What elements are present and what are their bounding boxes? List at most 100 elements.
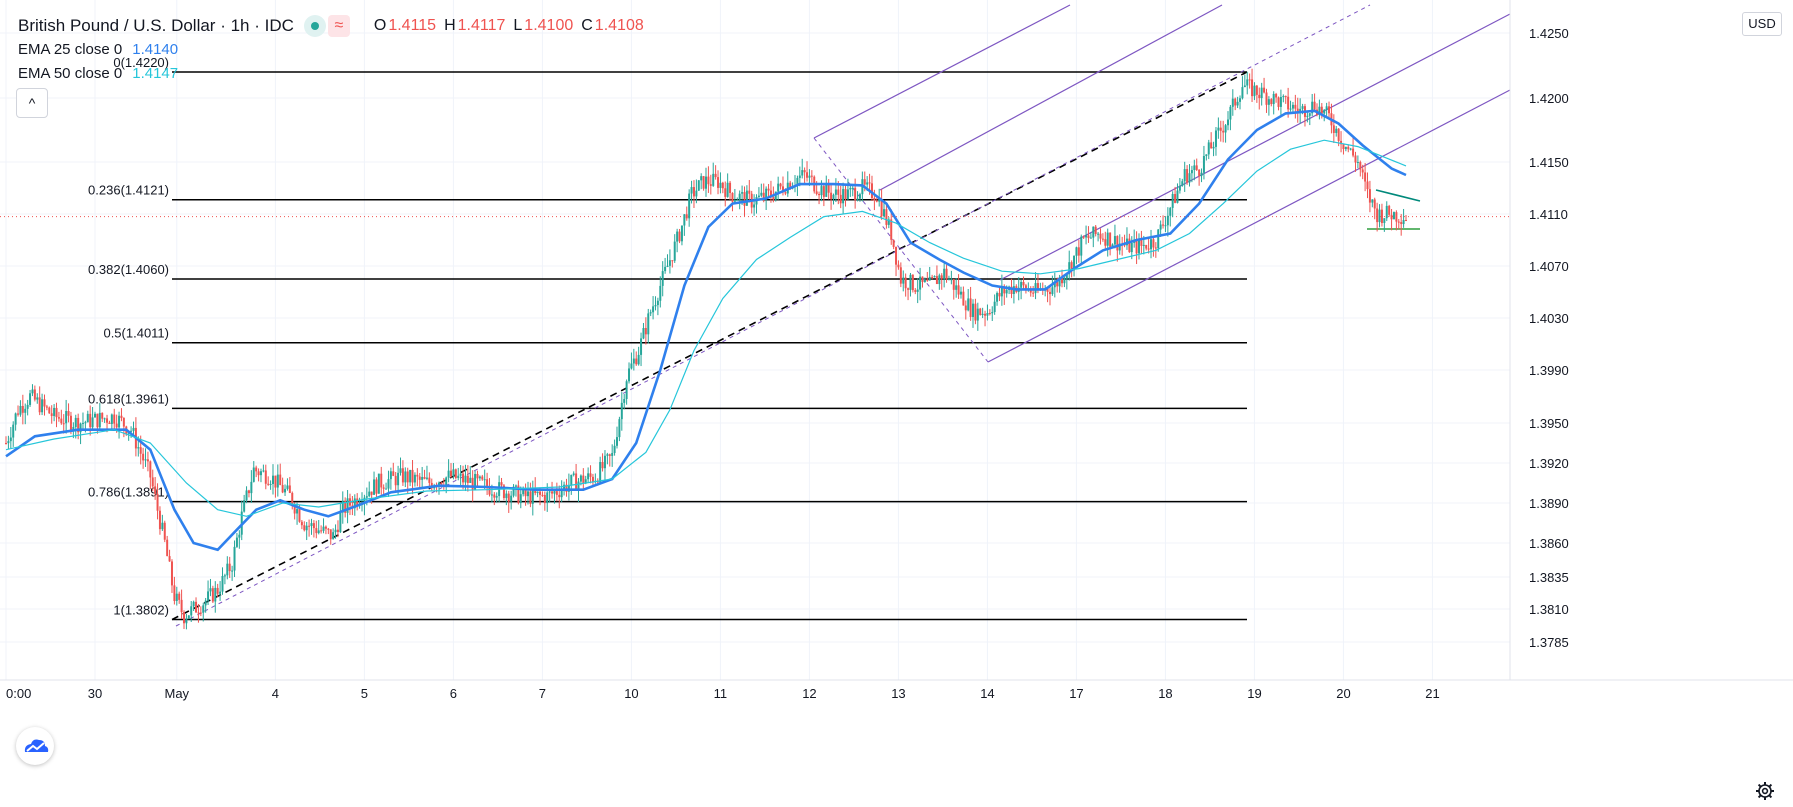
candle-body (1113, 236, 1116, 245)
candle-body (777, 183, 780, 192)
candle-body (967, 298, 970, 311)
candle-body (1253, 85, 1256, 97)
candle-body (810, 175, 813, 177)
candle-body (858, 194, 861, 199)
candle-body (1092, 226, 1095, 238)
candle-body (524, 488, 527, 497)
candle-body (1150, 239, 1153, 250)
candle-body (531, 488, 534, 504)
candle-body (603, 455, 606, 469)
candle-body (644, 328, 647, 335)
candle-body (512, 486, 515, 496)
candle-body (1065, 274, 1068, 279)
candle-body (353, 498, 356, 509)
candle-body (1388, 205, 1391, 215)
candle-body (1188, 173, 1191, 183)
candle-body (1251, 79, 1254, 97)
settings-button[interactable] (1754, 780, 1776, 802)
candle-body (902, 277, 905, 284)
candle-body (844, 189, 847, 200)
candle-body (1332, 125, 1335, 133)
candle-body (1022, 281, 1025, 286)
candle-body (243, 500, 246, 512)
candle-body (363, 497, 366, 504)
candle-body (825, 183, 828, 197)
candle-body (628, 368, 631, 382)
candle-body (702, 176, 705, 189)
candle-body (726, 182, 729, 197)
candle-body (1265, 92, 1268, 105)
candle-body (620, 402, 623, 420)
candle-body (842, 189, 845, 204)
candle-body (1405, 220, 1407, 222)
x-tick-label: 18 (1158, 686, 1172, 701)
candle-body (190, 606, 193, 616)
ema25-row[interactable]: EMA 25 close 0 1.4140 (18, 38, 644, 62)
candle-body (445, 477, 448, 486)
candle-body (575, 473, 578, 491)
market-status-icon[interactable] (303, 15, 326, 37)
candle-body (1246, 79, 1249, 86)
candle-body (969, 298, 972, 317)
candle-body (5, 443, 7, 444)
candle-body (108, 422, 111, 425)
candle-body (389, 471, 392, 480)
candle-body (656, 300, 659, 306)
candle-body (53, 407, 56, 417)
candle-body (33, 389, 36, 400)
candle-body (255, 467, 258, 472)
candle-body (1063, 278, 1066, 284)
candle-body (120, 415, 123, 419)
candle-body (1070, 262, 1073, 271)
candle-body (113, 414, 116, 424)
candle-body (207, 591, 210, 601)
candle-body (957, 285, 960, 295)
candle-body (1383, 218, 1386, 224)
candle-body (1000, 286, 1003, 297)
currency-badge[interactable]: USD (1742, 12, 1782, 36)
candle-body (685, 214, 688, 219)
collapse-legend-button[interactable]: ^ (16, 88, 48, 118)
ema50-row[interactable]: EMA 50 close 0 1.4147 (18, 62, 644, 86)
candle-body (474, 473, 477, 490)
candle-body (1260, 87, 1263, 99)
candle-body (454, 469, 457, 478)
symbol-title[interactable]: British Pound / U.S. Dollar · 1h · IDC (18, 16, 294, 35)
candle-body (79, 423, 82, 433)
candle-body (29, 393, 32, 405)
candle-body (447, 470, 450, 478)
candle-body (714, 173, 717, 178)
candle-body (81, 422, 84, 424)
candle-body (623, 399, 626, 403)
candle-body (1094, 226, 1097, 234)
candle-body (729, 182, 732, 193)
candle-body (450, 470, 453, 477)
candle-body (873, 197, 876, 201)
candle-body (397, 472, 400, 486)
candle-body (543, 495, 546, 504)
candle-body (1056, 281, 1059, 287)
candle-body (185, 618, 188, 624)
wave-icon[interactable]: ≈ (327, 15, 350, 37)
candle-body (322, 526, 325, 531)
candle-body (753, 204, 756, 208)
candle-body (945, 268, 948, 280)
candle-body (425, 477, 428, 479)
tradingview-logo-button[interactable] (16, 727, 54, 765)
ohlc-low-value: 1.4100 (524, 17, 574, 34)
candle-body (344, 500, 347, 513)
candle-body (1032, 292, 1035, 294)
candle-body (659, 285, 662, 301)
candle-body (308, 525, 311, 527)
candle-body (300, 521, 303, 526)
candle-body (1284, 96, 1287, 98)
candle-body (1340, 140, 1343, 145)
candle-body (392, 471, 395, 476)
candle-body (142, 453, 145, 461)
candle-body (849, 187, 852, 190)
candle-body (591, 476, 594, 482)
ohlc-high-value: 1.4117 (457, 17, 506, 34)
candle-body (1361, 169, 1364, 173)
